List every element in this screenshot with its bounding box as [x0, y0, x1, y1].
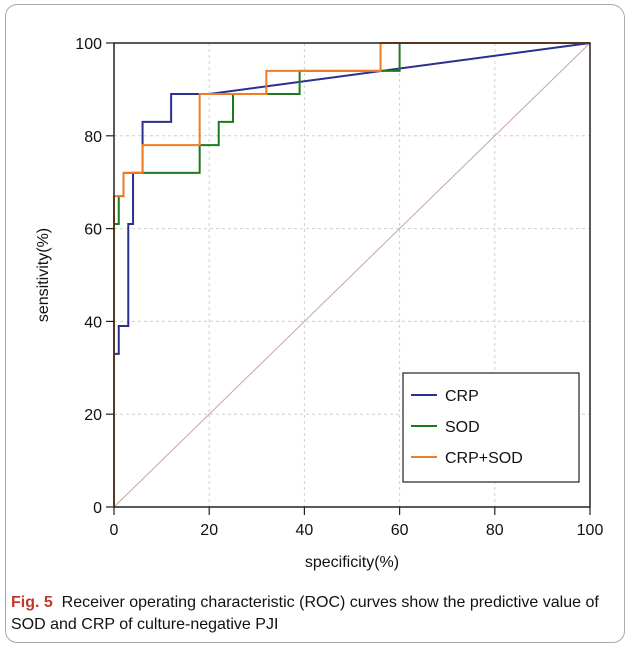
y-axis-title: sensitivity(%) [35, 228, 52, 322]
legend-label: CRP [445, 388, 479, 405]
y-axis-ticks: 0 20 40 60 80 100 [75, 36, 114, 517]
y-tick-label: 0 [93, 500, 102, 517]
x-tick-label: 20 [200, 522, 218, 539]
plot-area-frame [113, 42, 591, 508]
y-tick-label: 20 [84, 407, 102, 424]
figure-label: Fig. 5 [11, 594, 53, 611]
series-lines [113, 42, 591, 507]
legend-box [402, 372, 580, 483]
x-tick-label: 40 [296, 522, 314, 539]
x-tick-label: 100 [577, 522, 604, 539]
x-axis-ticks: 0 20 40 60 80 100 [110, 507, 604, 539]
y-tick-label: 40 [84, 314, 102, 331]
y-tick-label: 100 [75, 36, 102, 53]
x-tick-label: 80 [486, 522, 504, 539]
reference-diagonal-line [113, 42, 591, 508]
legend-label: SOD [445, 419, 480, 436]
roc-chart: 0 20 40 60 80 100 0 20 40 60 80 100 specificity(%)… [35, 36, 604, 571]
figure-frame [5, 4, 625, 643]
x-tick-label: 0 [110, 522, 119, 539]
y-tick-label: 80 [84, 129, 102, 146]
figure-caption: Fig. 5 Receiver operating characteristic… [11, 592, 615, 636]
series-line-crp-sod [113, 42, 590, 507]
legend-label: CRP+SOD [445, 450, 523, 467]
y-tick-label: 60 [84, 222, 102, 239]
caption-text: Receiver operating characteristic (ROC) … [11, 594, 599, 633]
legend: CRP SOD CRP+SOD [402, 372, 580, 483]
x-axis-title: specificity(%) [305, 554, 399, 571]
x-tick-label: 60 [391, 522, 409, 539]
